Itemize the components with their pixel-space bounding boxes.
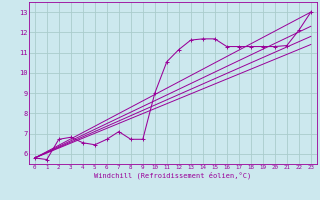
X-axis label: Windchill (Refroidissement éolien,°C): Windchill (Refroidissement éolien,°C) [94, 172, 252, 179]
